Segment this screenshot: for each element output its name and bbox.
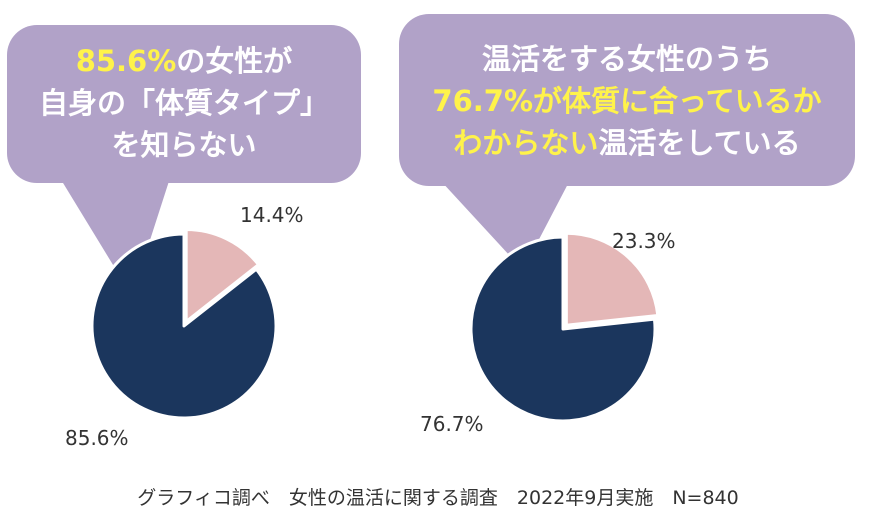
pie-slice-majority — [469, 235, 657, 423]
right-majority-label: 76.7% — [420, 412, 484, 436]
pie-slice-minority — [184, 228, 261, 324]
left-minority-label: 14.4% — [240, 203, 304, 227]
source-footnote: グラフィコ調べ 女性の温活に関する調査 2022年9月実施 N=840 — [137, 487, 739, 509]
left-majority-label: 85.6% — [65, 426, 129, 450]
right-bubble-text: 温活をする女性のうち 76.7%が体質に合っているか わからない温活をしている — [399, 38, 855, 164]
left-bubble-highlight: 85.6% — [75, 44, 177, 78]
left-bubble-text: 85.6%の女性が 自身の「体質タイプ」 を知らない — [7, 40, 361, 166]
right-bubble-highlight-rest: が体質に合っているか — [533, 84, 822, 118]
right-bubble-line-1: 温活をする女性のうち — [481, 42, 772, 76]
left-bubble-line-1-rest: の女性が — [176, 44, 293, 78]
pie-chart-left — [90, 228, 278, 420]
right-speech-bubble — [399, 14, 855, 270]
right-bubble-line-2: 76.7%が体質に合っているか — [399, 80, 855, 122]
right-bubble-highlight-unknown: わからない — [453, 126, 599, 160]
right-minority-label: 23.3% — [612, 229, 676, 253]
left-bubble-tail — [60, 178, 170, 296]
right-bubble-line-3-rest: 温活をしている — [598, 126, 801, 160]
left-bubble-line-3: を知らない — [111, 128, 257, 162]
right-bubble-highlight-pct: 76.7% — [432, 84, 534, 118]
left-bubble-line-1: 85.6%の女性が — [7, 40, 361, 82]
right-bubble-line-3: わからない温活をしている — [399, 122, 855, 164]
pie-chart-right — [469, 231, 660, 423]
left-bubble-body — [7, 25, 361, 183]
right-bubble-tail — [440, 180, 570, 270]
left-bubble-line-2: 自身の「体質タイプ」 — [38, 86, 329, 120]
pie-slice-majority — [90, 232, 278, 420]
pie-slice-minority — [564, 231, 660, 327]
left-speech-bubble — [7, 25, 361, 296]
right-bubble-body — [399, 14, 855, 186]
